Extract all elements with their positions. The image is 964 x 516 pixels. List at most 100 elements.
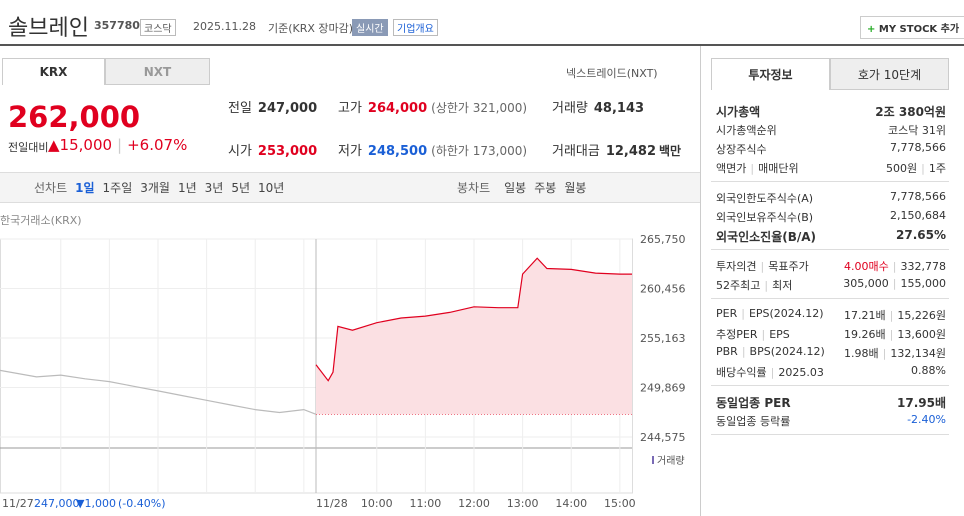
value-part: 0.88% <box>911 364 946 377</box>
value-part: 7,778,566 <box>890 141 946 154</box>
sep: | <box>892 277 897 290</box>
candle-period[interactable]: 일봉 <box>504 181 527 195</box>
info-label: PER | EPS(2024.12) <box>716 307 824 325</box>
label-part: 배당수익률 <box>716 366 767 379</box>
candle-period[interactable]: 주봉 <box>534 181 557 195</box>
y-tick-label: 255,163 <box>640 332 686 345</box>
sep: | <box>741 307 745 320</box>
sep: | <box>750 162 755 175</box>
period[interactable]: 1주일 <box>102 181 133 195</box>
info-row: 52주최고 | 최저 305,000 | 155,000 <box>716 277 946 295</box>
info-label: 52주최고 | 최저 <box>716 277 792 295</box>
date-label: 11/27 <box>2 497 34 510</box>
periods: 선차트 1일 1주일 3개월 1년 3년 5년 10년 <box>34 179 292 196</box>
label-part: EPS <box>769 328 790 341</box>
stat-value: 12,482 <box>605 144 657 159</box>
info-label: 배당수익률 | 2025.03 <box>716 364 824 382</box>
stat-note: (상한가 321,000) <box>431 101 528 115</box>
tab-nxt[interactable]: NXT <box>105 58 210 85</box>
date-label: 11/28 <box>316 497 348 510</box>
sep: | <box>764 279 769 292</box>
sep: | <box>892 260 897 273</box>
period[interactable]: 1일 <box>75 181 95 195</box>
period[interactable]: 3개월 <box>140 181 170 195</box>
divider-line <box>700 46 701 516</box>
value-part: 4.00매수 <box>844 260 889 273</box>
info-value: 코스닥 31위 <box>888 122 946 140</box>
label-part: 2025.03 <box>778 366 824 379</box>
info-row: 외국인한도주식수(A) 7,778,566 <box>716 190 946 208</box>
tab-krx[interactable]: KRX <box>2 58 105 85</box>
x-tick-label: 15:00 <box>604 497 636 510</box>
company[interactable]: 기업개요 <box>393 19 438 36</box>
info-label: 액면가 | 매매단위 <box>716 160 799 178</box>
group-divider <box>711 249 949 250</box>
divider: | <box>117 136 123 154</box>
date: 2025.11.28 <box>193 20 256 33</box>
value-part: 7,778,566 <box>890 190 946 203</box>
info-value: -2.40% <box>907 413 946 431</box>
label-part: PER <box>716 307 738 320</box>
change-wrap: ▲15,000 | +6.07% <box>48 136 187 154</box>
label-part: 추정PER <box>716 328 758 341</box>
stat: 시가 253,000 <box>228 140 317 159</box>
info-row: 배당수익률 | 2025.03 0.88% <box>716 364 946 382</box>
info-label: 상장주식수 <box>716 141 767 159</box>
label-part: EPS(2024.12) <box>748 307 824 320</box>
sep: | <box>770 366 775 379</box>
info-row: 시가총액순위 코스닥 31위 <box>716 122 946 140</box>
source: 한국거래소(KRX) <box>0 214 82 227</box>
period[interactable]: 3년 <box>204 181 224 195</box>
value-part: 13,600원 <box>897 328 946 341</box>
value-part: 15,226원 <box>897 309 946 322</box>
period[interactable]: 5년 <box>231 181 251 195</box>
info-value: 17.95배 <box>897 394 946 412</box>
y-tick-label: 260,456 <box>640 283 686 296</box>
mystock-button[interactable]: + MY STOCK 추가 <box>860 16 964 39</box>
label-part: 외국인한도주식수(A) <box>716 192 814 205</box>
info-tab[interactable]: 호가 10단계 <box>830 58 949 90</box>
label-part: 외국인소진율(B/A) <box>716 230 817 244</box>
candle-period[interactable]: 월봉 <box>564 181 587 195</box>
value-part: 500원 <box>886 162 918 175</box>
info-label: 동일업종 PER <box>716 394 791 412</box>
info-row: PER | EPS(2024.12) 17.21배 | 15,226원 <box>716 307 946 325</box>
info-value: 27.65% <box>896 228 946 246</box>
info-label: 동일업종 등락률 <box>716 413 790 431</box>
info-label: 외국인소진율(B/A) <box>716 228 816 246</box>
value-part: 17.21배 <box>844 309 886 322</box>
label-part: 동일업종 PER <box>716 396 791 410</box>
label-part: 상장주식수 <box>716 143 767 156</box>
period[interactable]: 10년 <box>258 181 285 195</box>
info-row: 액면가 | 매매단위 500원 | 1주 <box>716 160 946 178</box>
info-label: 추정PER | EPS <box>716 326 790 344</box>
label-part: 목표주가 <box>768 260 809 273</box>
stat-label: 전일 <box>228 101 252 116</box>
plus-icon: + <box>867 24 879 35</box>
info-tab[interactable]: 투자정보 <box>711 58 830 90</box>
value-part: 1주 <box>928 162 946 175</box>
period[interactable]: 1년 <box>177 181 197 195</box>
candle-periods: 봉차트 일봉 주봉 월봉 <box>457 179 594 196</box>
label-part: BPS(2024.12) <box>749 345 825 358</box>
stat-label: 시가 <box>228 144 252 159</box>
value-part: 132,134원 <box>890 347 946 360</box>
chart: 244,575 249,869 255,163 260,456 265,750 10:00… <box>0 233 686 510</box>
stat-value: 247,000 <box>257 101 318 116</box>
x-tick-label: 14:00 <box>555 497 587 510</box>
x-tick-label: 13:00 <box>507 497 539 510</box>
value-part: 2조 380억원 <box>875 105 946 119</box>
price-line <box>0 369 317 415</box>
info-row: 상장주식수 7,778,566 <box>716 141 946 159</box>
stock-code: 357780 <box>94 19 140 32</box>
prev-change: ▼1,000 <box>76 497 116 510</box>
price-line <box>315 257 632 382</box>
label-part: 매매단위 <box>758 162 799 175</box>
stat-label: 저가 <box>338 144 362 159</box>
value-part: 17.95배 <box>897 396 946 410</box>
label-part: 시가총액 <box>716 105 761 119</box>
stock-name: 솔브레인 <box>8 16 89 41</box>
period-bar <box>0 172 700 203</box>
sep: | <box>741 345 746 358</box>
realtime[interactable]: 실시간 <box>352 19 388 36</box>
